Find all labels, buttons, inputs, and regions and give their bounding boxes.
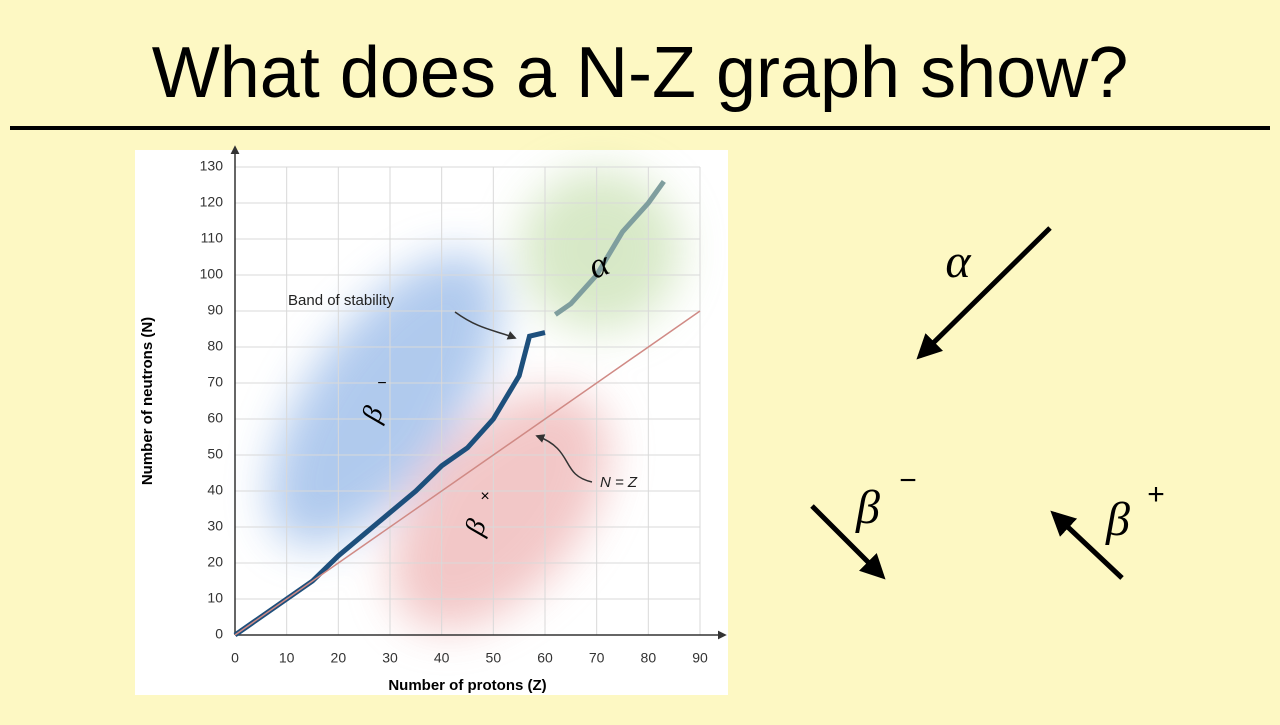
slide-title: What does a N-Z graph show? <box>152 33 1128 113</box>
annotation-arrow <box>454 311 517 340</box>
y-tick-label: 10 <box>207 590 223 606</box>
y-tick-label: 40 <box>207 482 223 498</box>
x-tick-label: 50 <box>486 650 502 666</box>
arrow-superscript: + <box>1147 478 1165 511</box>
y-tick-label: 130 <box>200 158 224 174</box>
arrow-symbol: β <box>855 481 880 534</box>
alpha-arrow <box>916 226 1052 360</box>
y-tick-label: 90 <box>207 302 223 318</box>
arrow-symbol: β <box>1105 493 1130 546</box>
arrow-symbol: α <box>945 235 971 288</box>
y-tick-label: 70 <box>207 374 223 390</box>
x-tick-label: 40 <box>434 650 450 666</box>
y-tick-label: 100 <box>200 266 224 282</box>
beta-minus-arrow <box>810 504 886 580</box>
annotation: Band of stability <box>288 292 394 309</box>
region-superscript: − <box>377 375 386 392</box>
y-tick-label: 30 <box>207 518 223 534</box>
region-superscript: × <box>480 488 489 505</box>
x-tick-label: 80 <box>641 650 657 666</box>
y-tick-label: 80 <box>207 338 223 354</box>
arrow-superscript: − <box>899 464 917 497</box>
x-tick-label: 70 <box>589 650 605 666</box>
x-tick-label: 20 <box>331 650 347 666</box>
y-tick-label: 20 <box>207 554 223 570</box>
y-tick-label: 120 <box>200 194 224 210</box>
series-line <box>553 179 666 317</box>
y-axis-label: Number of neutrons (N) <box>139 317 156 485</box>
y-tick-label: 60 <box>207 410 223 426</box>
annotation: N = Z <box>600 474 638 491</box>
beta-plus-arrow <box>1050 510 1124 580</box>
y-tick-label: 0 <box>215 626 223 642</box>
y-tick-label: 110 <box>201 230 224 246</box>
series-line <box>234 310 701 636</box>
x-tick-label: 30 <box>382 650 398 666</box>
x-axis-label: Number of protons (Z) <box>388 677 546 694</box>
annotation-arrow <box>535 434 593 483</box>
y-tick-label: 50 <box>207 446 223 462</box>
x-tick-label: 0 <box>231 650 239 666</box>
x-tick-label: 90 <box>692 650 708 666</box>
x-tick-label: 60 <box>537 650 553 666</box>
x-tick-label: 10 <box>279 650 295 666</box>
